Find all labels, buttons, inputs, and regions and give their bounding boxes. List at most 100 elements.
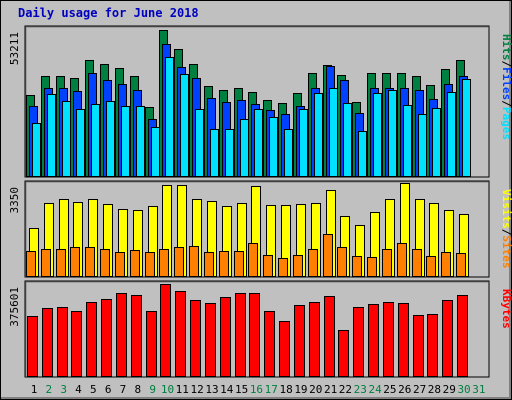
legend-hits: Hits bbox=[500, 34, 512, 61]
bar-sites-day-3 bbox=[56, 249, 66, 277]
legend-separator: / bbox=[500, 100, 512, 107]
bar-sites-day-30 bbox=[456, 253, 466, 277]
x-tick-label-25: 25 bbox=[383, 383, 396, 396]
legend-visits: Visits bbox=[500, 189, 512, 229]
bar-pages-day-28 bbox=[432, 108, 441, 177]
x-tick-label-1: 1 bbox=[31, 383, 38, 396]
bar-sites-day-19 bbox=[293, 255, 303, 277]
bar-sites-day-29 bbox=[441, 252, 451, 277]
bar-kbytes-day-5 bbox=[86, 302, 97, 377]
x-tick-label-27: 27 bbox=[413, 383, 426, 396]
x-tick-label-8: 8 bbox=[134, 383, 141, 396]
bar-sites-day-8 bbox=[130, 250, 140, 277]
x-axis-ticks: 1 2 3 4 5 6 7 8 9 10 11 12 13 14 15 16 17 18 19 20 21 22 23 24 2… bbox=[31, 383, 486, 396]
ymax-label-bottom: 375601 bbox=[8, 287, 21, 327]
bar-kbytes-day-4 bbox=[71, 311, 82, 377]
x-tick-label-19: 19 bbox=[294, 383, 307, 396]
bar-sites-day-1 bbox=[26, 251, 36, 277]
x-tick-label-4: 4 bbox=[75, 383, 82, 396]
bar-sites-day-17 bbox=[263, 255, 273, 277]
bar-pages-day-23 bbox=[358, 131, 367, 177]
bar-sites-day-11 bbox=[174, 247, 184, 277]
bar-kbytes-day-28 bbox=[427, 314, 438, 377]
x-tick-label-17: 17 bbox=[265, 383, 278, 396]
bar-kbytes-day-9 bbox=[146, 311, 157, 377]
frame-shadow-right bbox=[509, 1, 511, 398]
x-tick-label-7: 7 bbox=[120, 383, 127, 396]
bar-pages-day-26 bbox=[403, 105, 412, 177]
x-tick-label-16: 16 bbox=[250, 383, 263, 396]
bar-pages-day-12 bbox=[195, 109, 204, 177]
bar-pages-day-8 bbox=[136, 106, 145, 177]
bar-sites-day-24 bbox=[367, 257, 377, 277]
bar-pages-day-17 bbox=[269, 117, 278, 177]
bar-pages-day-13 bbox=[210, 129, 219, 177]
bar-pages-day-9 bbox=[151, 127, 160, 177]
bar-kbytes-day-17 bbox=[264, 311, 275, 377]
x-tick-label-21: 21 bbox=[324, 383, 337, 396]
x-tick-label-6: 6 bbox=[105, 383, 112, 396]
series-legend-top: Hits/Files/Pages bbox=[500, 34, 512, 140]
x-tick-label-15: 15 bbox=[235, 383, 248, 396]
bar-kbytes-day-1 bbox=[27, 316, 38, 377]
bar-pages-day-27 bbox=[418, 114, 427, 177]
bar-sites-day-23 bbox=[352, 256, 362, 277]
frame-shadow-bottom bbox=[1, 397, 511, 399]
legend-sites: Sites bbox=[500, 235, 512, 268]
bar-kbytes-day-21 bbox=[324, 296, 335, 377]
bar-sites-day-22 bbox=[337, 247, 347, 277]
legend-kbytes: KBytes bbox=[500, 289, 512, 329]
bar-sites-day-12 bbox=[189, 246, 199, 277]
bar-kbytes-day-24 bbox=[368, 304, 379, 377]
bar-pages-day-3 bbox=[62, 101, 71, 177]
bar-kbytes-day-6 bbox=[101, 299, 112, 377]
series-legend-middle: Visits/Sites bbox=[500, 189, 512, 269]
bar-pages-day-25 bbox=[388, 90, 397, 177]
bar-kbytes-day-26 bbox=[398, 303, 409, 377]
bar-sites-day-20 bbox=[308, 249, 318, 277]
bar-sites-day-18 bbox=[278, 258, 288, 277]
bar-sites-day-6 bbox=[100, 249, 110, 277]
bar-sites-day-13 bbox=[204, 252, 214, 277]
bar-kbytes-day-2 bbox=[42, 308, 53, 377]
bar-pages-day-16 bbox=[254, 109, 263, 177]
x-tick-label-11: 11 bbox=[176, 383, 189, 396]
x-tick-label-10: 10 bbox=[161, 383, 174, 396]
bar-kbytes-day-14 bbox=[220, 297, 231, 377]
bar-kbytes-day-20 bbox=[309, 302, 320, 377]
legend-files: Files bbox=[500, 67, 512, 100]
bar-pages-day-18 bbox=[284, 129, 293, 177]
bar-pages-day-24 bbox=[373, 93, 382, 177]
bar-sites-day-14 bbox=[219, 251, 229, 277]
ymax-label-top: 53211 bbox=[8, 32, 21, 65]
x-tick-label-12: 12 bbox=[191, 383, 204, 396]
bar-sites-day-25 bbox=[382, 249, 392, 277]
x-tick-label-14: 14 bbox=[220, 383, 234, 396]
x-tick-label-20: 20 bbox=[309, 383, 322, 396]
chart-title: Daily usage for June 2018 bbox=[18, 6, 199, 20]
bar-kbytes-day-29 bbox=[442, 300, 453, 377]
bar-pages-day-10 bbox=[165, 57, 174, 177]
x-tick-label-13: 13 bbox=[205, 383, 218, 396]
legend-separator: / bbox=[500, 229, 512, 236]
bar-sites-day-16 bbox=[248, 243, 258, 277]
bar-pages-day-7 bbox=[121, 106, 130, 177]
bar-pages-day-22 bbox=[343, 103, 352, 177]
bar-sites-day-28 bbox=[426, 256, 436, 277]
bar-kbytes-day-23 bbox=[353, 307, 364, 377]
bar-kbytes-day-7 bbox=[116, 293, 127, 377]
bar-pages-day-21 bbox=[329, 88, 338, 177]
bar-sites-day-15 bbox=[234, 251, 244, 277]
x-tick-label-23: 23 bbox=[354, 383, 367, 396]
bar-kbytes-day-22 bbox=[338, 330, 349, 377]
bar-pages-day-29 bbox=[447, 92, 456, 177]
x-tick-label-5: 5 bbox=[90, 383, 97, 396]
x-tick-label-3: 3 bbox=[60, 383, 67, 396]
bar-sites-day-9 bbox=[145, 252, 155, 277]
bar-pages-day-19 bbox=[299, 109, 308, 177]
bar-kbytes-day-13 bbox=[205, 303, 216, 377]
x-tick-label-28: 28 bbox=[428, 383, 441, 396]
bar-sites-day-10 bbox=[159, 249, 169, 277]
bar-kbytes-day-3 bbox=[57, 307, 68, 377]
